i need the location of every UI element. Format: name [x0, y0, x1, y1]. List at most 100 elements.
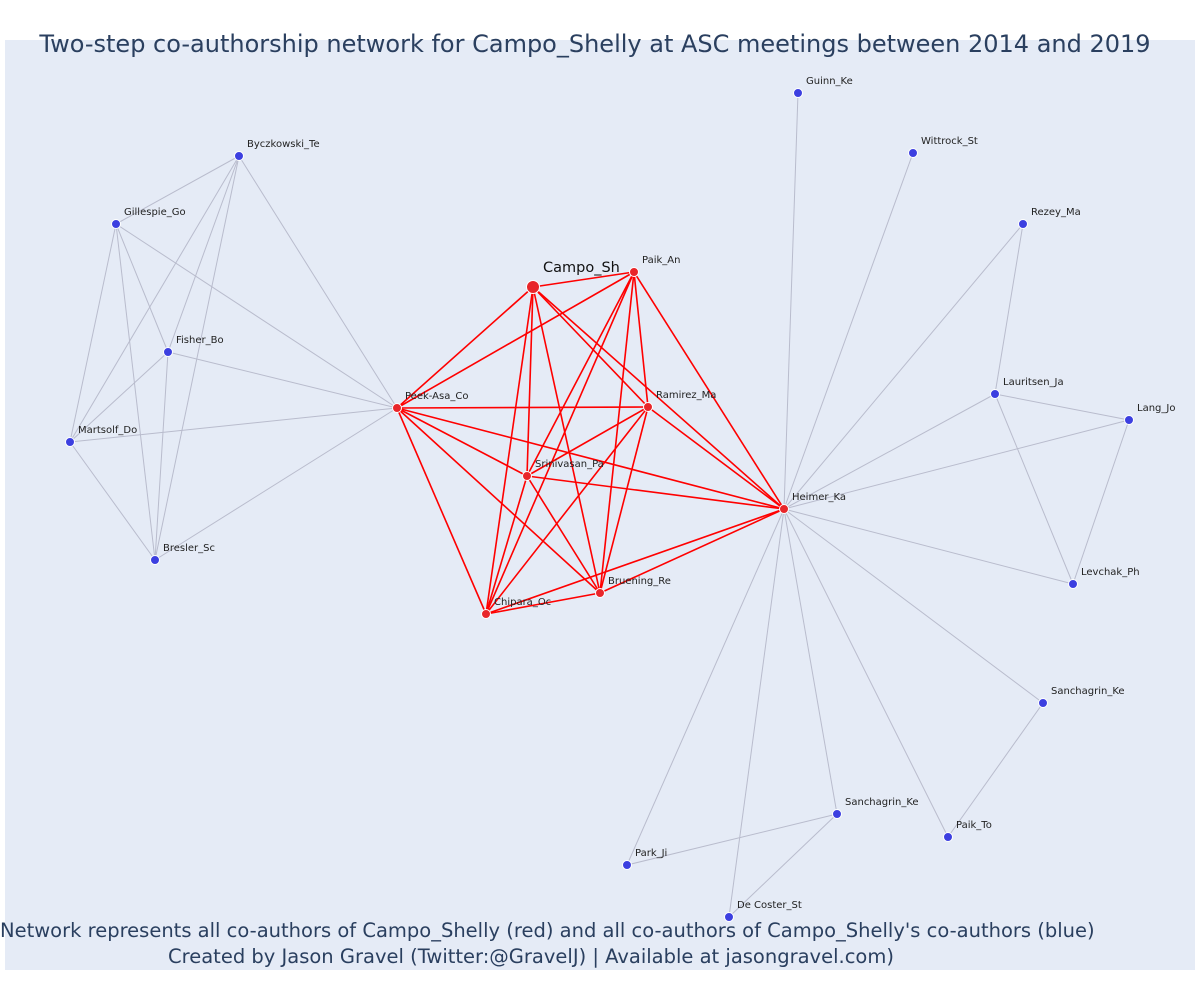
red-edge	[532, 286, 601, 594]
node-martsolf-do[interactable]	[65, 437, 75, 447]
blue-edge	[154, 351, 169, 561]
blue-edge	[994, 223, 1024, 395]
node-bresler-sc[interactable]	[150, 555, 160, 565]
blue-edge	[783, 223, 1024, 510]
blue-edge	[115, 223, 398, 409]
blue-edge	[994, 393, 1074, 585]
blue-edge	[783, 393, 996, 510]
node-lauritsen-ja[interactable]	[990, 389, 1000, 399]
red-edge	[532, 286, 649, 408]
node-label: Sanchagrin_Ke	[1051, 686, 1125, 697]
blue-edge	[947, 702, 1044, 838]
node-rezey-ma[interactable]	[1018, 219, 1028, 229]
node-wittrock-st[interactable]	[908, 148, 918, 158]
red-edge	[485, 271, 635, 615]
node-label: Lauritsen_Ja	[1003, 377, 1064, 388]
blue-edge	[626, 813, 838, 866]
red-edge	[485, 406, 649, 615]
node-de-coster-st[interactable]	[724, 912, 734, 922]
node-srinivasan-pa[interactable]	[522, 471, 532, 481]
node-label: Heimer_Ka	[792, 492, 846, 503]
blue-edge	[783, 508, 1074, 585]
plot-area	[5, 40, 1195, 970]
blue-edge	[115, 155, 240, 225]
node-label: Martsolf_Do	[78, 425, 137, 436]
node-label: Bruening_Re	[608, 576, 671, 587]
red-edge	[396, 286, 534, 409]
node-paik-to[interactable]	[943, 832, 953, 842]
blue-edge	[1072, 419, 1130, 585]
node-bruening-re[interactable]	[595, 588, 605, 598]
node-fisher-bo[interactable]	[163, 347, 173, 357]
blue-edge	[115, 223, 156, 561]
node-label: Srinivasan_Pa	[535, 459, 604, 470]
red-edge	[526, 475, 785, 510]
red-edge	[647, 406, 785, 510]
red-edge	[526, 271, 635, 477]
node-campo-sh[interactable]	[526, 280, 540, 294]
node-heimer-ka[interactable]	[779, 504, 789, 514]
blue-edge	[115, 223, 169, 353]
blue-edge	[154, 407, 398, 561]
blue-edge	[626, 508, 785, 866]
node-levchak-ph[interactable]	[1068, 579, 1078, 589]
red-edge	[526, 475, 601, 594]
node-label: Wittrock_St	[921, 136, 978, 147]
node-label: Fisher_Bo	[176, 335, 224, 346]
red-edges-layer	[396, 271, 785, 615]
node-paik-an[interactable]	[629, 267, 639, 277]
red-edge	[396, 406, 649, 409]
node-label: Chipara_Oc	[494, 597, 551, 608]
blue-edge	[69, 223, 117, 443]
node-peek-asa-co[interactable]	[392, 403, 402, 413]
node-lang-jo[interactable]	[1124, 415, 1134, 425]
red-edge	[396, 407, 528, 477]
blue-edge	[783, 508, 949, 838]
red-edge	[396, 407, 785, 510]
blue-edge	[994, 393, 1130, 421]
node-label: Gillespie_Go	[124, 207, 186, 218]
node-label: Guinn_Ke	[806, 76, 853, 87]
red-edge	[599, 508, 785, 594]
blue-edge	[69, 407, 398, 443]
node-park-ji[interactable]	[622, 860, 632, 870]
red-edge	[599, 406, 649, 594]
red-edge	[532, 271, 635, 288]
blue-edge	[238, 155, 398, 409]
blue-edge	[69, 441, 156, 561]
red-edge	[396, 271, 635, 409]
node-guinn-ke[interactable]	[793, 88, 803, 98]
footer-caption: Network represents all co-authors of Cam…	[0, 919, 1095, 942]
nodes-layer	[65, 88, 1134, 922]
blue-edge	[728, 508, 785, 918]
red-edge	[485, 286, 534, 615]
node-ramirez-ma[interactable]	[643, 402, 653, 412]
blue-edge	[728, 813, 838, 918]
blue-edge	[69, 155, 240, 443]
red-edge	[633, 271, 785, 510]
blue-edge	[167, 351, 398, 409]
footer-credit: Created by Jason Gravel (Twitter:@Gravel…	[168, 945, 894, 968]
red-edge	[526, 286, 534, 477]
node-sanchagrin-ke-1[interactable]	[1038, 698, 1048, 708]
node-label: Peek-Asa_Co	[405, 391, 468, 402]
node-label: Paik_To	[956, 820, 992, 831]
blue-edge	[783, 152, 914, 510]
blue-edge	[783, 508, 838, 815]
blue-edge	[783, 92, 799, 510]
red-edge	[485, 475, 528, 615]
node-chipara-oc[interactable]	[481, 609, 491, 619]
node-label: Park_Ji	[635, 848, 667, 859]
red-edge	[633, 271, 649, 408]
node-byczkowski-te[interactable]	[234, 151, 244, 161]
blue-edge	[154, 155, 240, 561]
node-label: De Coster_St	[737, 900, 802, 911]
node-gillespie-go[interactable]	[111, 219, 121, 229]
red-edge	[485, 508, 785, 615]
node-label: Ramirez_Ma	[656, 390, 716, 401]
node-sanchagrin-ke-2[interactable]	[832, 809, 842, 819]
node-label: Campo_Sh	[543, 260, 620, 276]
node-label: Bresler_Sc	[163, 543, 215, 554]
chart-title: Two-step co-authorship network for Campo…	[39, 30, 1151, 58]
